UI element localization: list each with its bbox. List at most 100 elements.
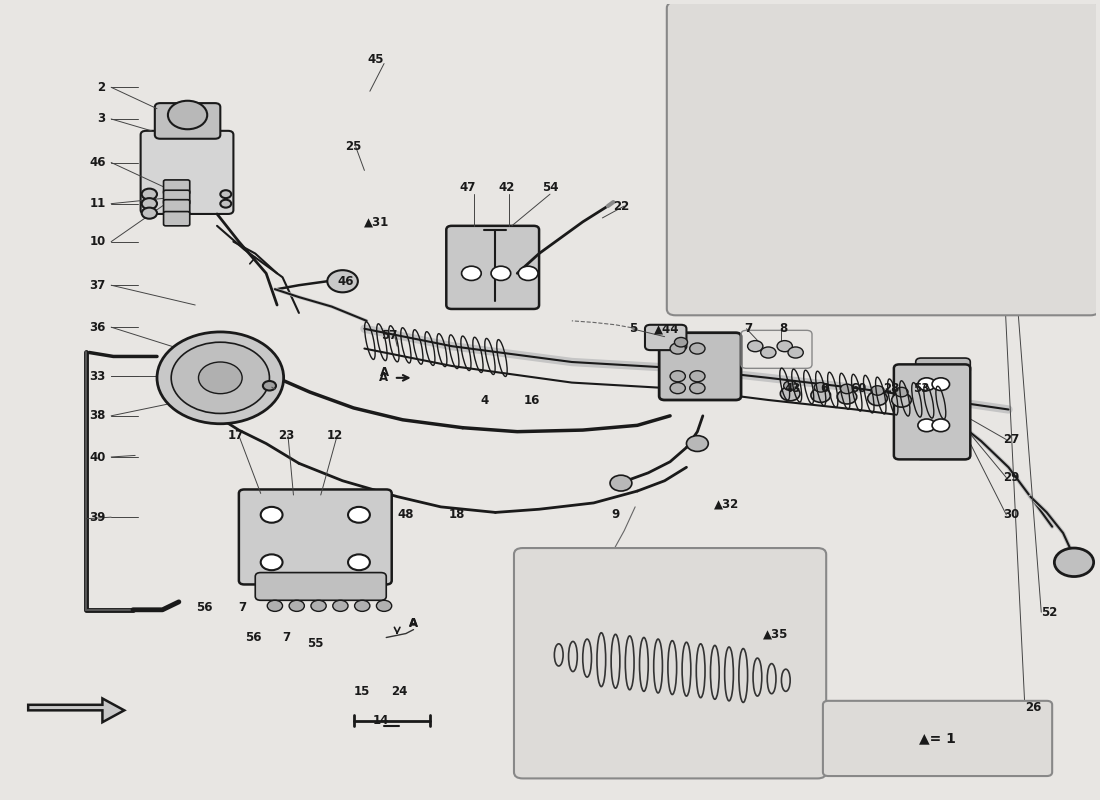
Text: 40: 40 [89, 450, 106, 463]
Text: 46: 46 [338, 274, 354, 288]
Text: A: A [409, 618, 418, 628]
Circle shape [1054, 548, 1093, 577]
Circle shape [690, 370, 705, 382]
Text: 54: 54 [541, 182, 558, 194]
Text: 25: 25 [345, 140, 362, 153]
Text: 55: 55 [307, 638, 323, 650]
Circle shape [333, 600, 348, 611]
Text: 60: 60 [850, 382, 867, 394]
Circle shape [788, 669, 814, 688]
Circle shape [837, 390, 857, 404]
Circle shape [748, 341, 763, 352]
Text: 24: 24 [392, 685, 407, 698]
Text: 14: 14 [373, 714, 389, 727]
Text: 47: 47 [460, 182, 476, 194]
Circle shape [311, 600, 327, 611]
Text: 6: 6 [821, 382, 829, 394]
Circle shape [760, 180, 821, 224]
FancyBboxPatch shape [514, 548, 826, 778]
Circle shape [814, 382, 827, 392]
Text: 18: 18 [449, 508, 465, 522]
Text: 39: 39 [89, 510, 106, 524]
Text: 26: 26 [1025, 701, 1042, 714]
Circle shape [168, 101, 207, 130]
FancyBboxPatch shape [164, 180, 189, 194]
Text: 38: 38 [89, 410, 106, 422]
Circle shape [376, 600, 392, 611]
Text: A: A [379, 366, 388, 378]
Circle shape [674, 338, 688, 347]
Text: 17: 17 [228, 429, 244, 442]
Circle shape [777, 341, 792, 352]
Circle shape [736, 115, 758, 131]
Circle shape [1018, 106, 1065, 140]
Circle shape [917, 419, 935, 432]
Circle shape [714, 99, 779, 146]
Circle shape [932, 378, 949, 390]
Circle shape [788, 347, 803, 358]
Circle shape [840, 384, 854, 394]
Text: 16: 16 [524, 394, 540, 406]
Circle shape [777, 662, 825, 696]
Circle shape [780, 386, 800, 401]
Circle shape [741, 166, 839, 238]
Circle shape [534, 643, 566, 666]
Circle shape [348, 507, 370, 522]
Circle shape [610, 475, 631, 491]
FancyBboxPatch shape [968, 177, 1008, 202]
Text: 15: 15 [354, 685, 371, 698]
Text: 10: 10 [89, 235, 106, 248]
Text: 4: 4 [481, 394, 488, 406]
FancyBboxPatch shape [255, 573, 386, 600]
Circle shape [491, 266, 510, 281]
Text: 23: 23 [277, 429, 294, 442]
Text: 8: 8 [779, 322, 788, 335]
Text: 27: 27 [1003, 433, 1020, 446]
Circle shape [871, 386, 884, 395]
Text: 43: 43 [784, 382, 801, 394]
Text: 22: 22 [613, 199, 629, 213]
FancyBboxPatch shape [447, 226, 539, 309]
Text: 48: 48 [398, 508, 414, 522]
Text: 29: 29 [1003, 471, 1020, 484]
Text: 56: 56 [196, 601, 212, 614]
Text: 36: 36 [89, 321, 106, 334]
Circle shape [932, 419, 949, 432]
Circle shape [895, 387, 909, 397]
Text: ▲31: ▲31 [364, 215, 389, 228]
Text: 7: 7 [282, 631, 290, 644]
Circle shape [892, 393, 911, 407]
Circle shape [198, 362, 242, 394]
FancyBboxPatch shape [915, 358, 970, 374]
Circle shape [142, 198, 157, 210]
Circle shape [1005, 186, 1021, 197]
Text: 30: 30 [1003, 508, 1020, 522]
Circle shape [289, 600, 305, 611]
FancyBboxPatch shape [659, 333, 741, 400]
Circle shape [1053, 182, 1100, 222]
Circle shape [157, 332, 284, 424]
Text: 7: 7 [745, 322, 752, 335]
Text: 12: 12 [327, 429, 343, 442]
Circle shape [690, 382, 705, 394]
Text: ▲32: ▲32 [714, 498, 739, 511]
Circle shape [686, 436, 708, 451]
Circle shape [328, 270, 358, 292]
Circle shape [670, 370, 685, 382]
Circle shape [1000, 93, 1082, 153]
Circle shape [172, 342, 270, 414]
FancyBboxPatch shape [155, 103, 220, 138]
Circle shape [522, 635, 578, 674]
Text: 9: 9 [612, 508, 619, 522]
Polygon shape [29, 698, 124, 722]
Text: 11: 11 [89, 197, 106, 210]
Text: 53: 53 [913, 382, 930, 394]
Text: 46: 46 [89, 156, 106, 169]
Circle shape [690, 343, 705, 354]
FancyBboxPatch shape [164, 211, 189, 226]
Circle shape [220, 190, 231, 198]
Circle shape [261, 507, 283, 522]
Text: 45: 45 [367, 53, 384, 66]
FancyBboxPatch shape [164, 200, 189, 214]
Text: 57: 57 [382, 329, 398, 342]
